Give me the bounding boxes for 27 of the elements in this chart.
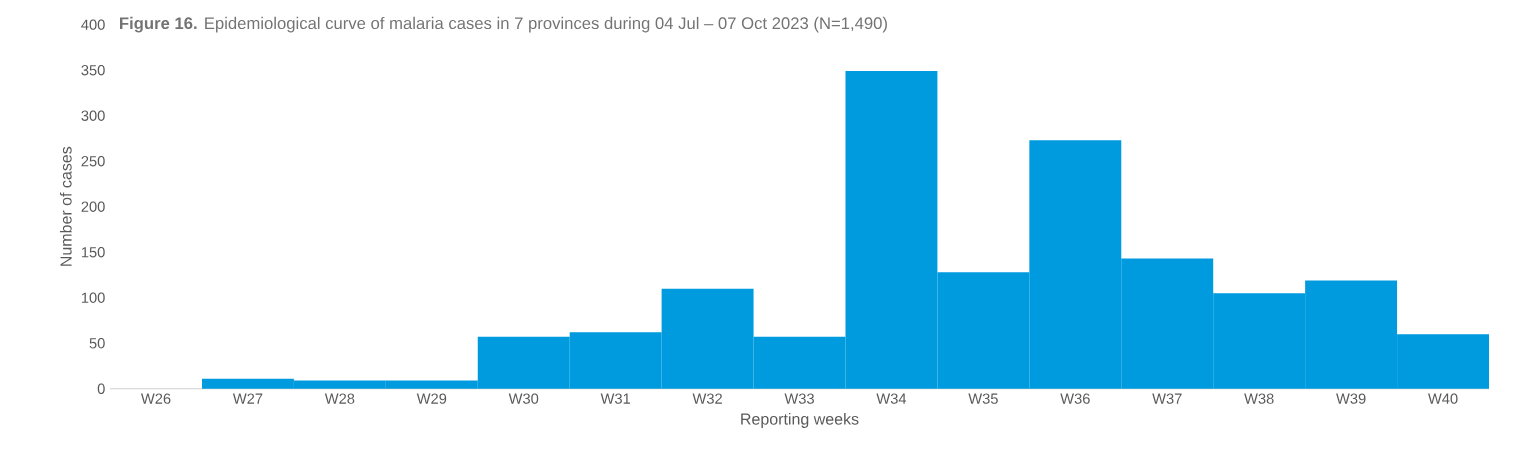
- y-tick-label: 0: [97, 383, 105, 395]
- y-tick-label: 350: [81, 65, 105, 76]
- y-tick-label: 50: [89, 338, 105, 349]
- chart-title: Figure 16. Epidemiological curve of malaria cases in 7 provinces during 04 Jul – 07 Oct 2023 (N=1,490): [120, 16, 887, 33]
- x-tick-label: W29: [416, 393, 447, 404]
- x-tick-label: W40: [1428, 393, 1458, 404]
- x-tick-label: W38: [1244, 393, 1274, 404]
- y-tick-label: 200: [81, 201, 105, 213]
- x-tick-label: W28: [324, 393, 355, 404]
- x-axis-title: Reporting weeks: [741, 413, 859, 429]
- x-tick-label: W36: [1060, 393, 1090, 404]
- y-tick-label: 250: [81, 156, 105, 167]
- x-tick-label: W35: [968, 393, 998, 404]
- x-tick-label: W32: [692, 393, 722, 404]
- y-axis-title: Number of cases: [59, 146, 72, 266]
- y-tick-label: 300: [81, 110, 105, 121]
- x-tick-label: W33: [784, 393, 814, 404]
- x-tick-label: W30: [508, 393, 539, 404]
- y-tick-label: 400: [81, 19, 105, 30]
- x-tick-label: W31: [600, 393, 631, 404]
- x-tick-label: W37: [1152, 393, 1182, 404]
- x-tick-label: W39: [1336, 393, 1366, 404]
- x-tick-label: W34: [876, 393, 907, 404]
- y-tick-label: 100: [81, 292, 105, 304]
- x-tick-label: W27: [232, 393, 263, 404]
- y-tick-label: 150: [81, 247, 105, 258]
- x-tick-label: W26: [140, 393, 171, 404]
